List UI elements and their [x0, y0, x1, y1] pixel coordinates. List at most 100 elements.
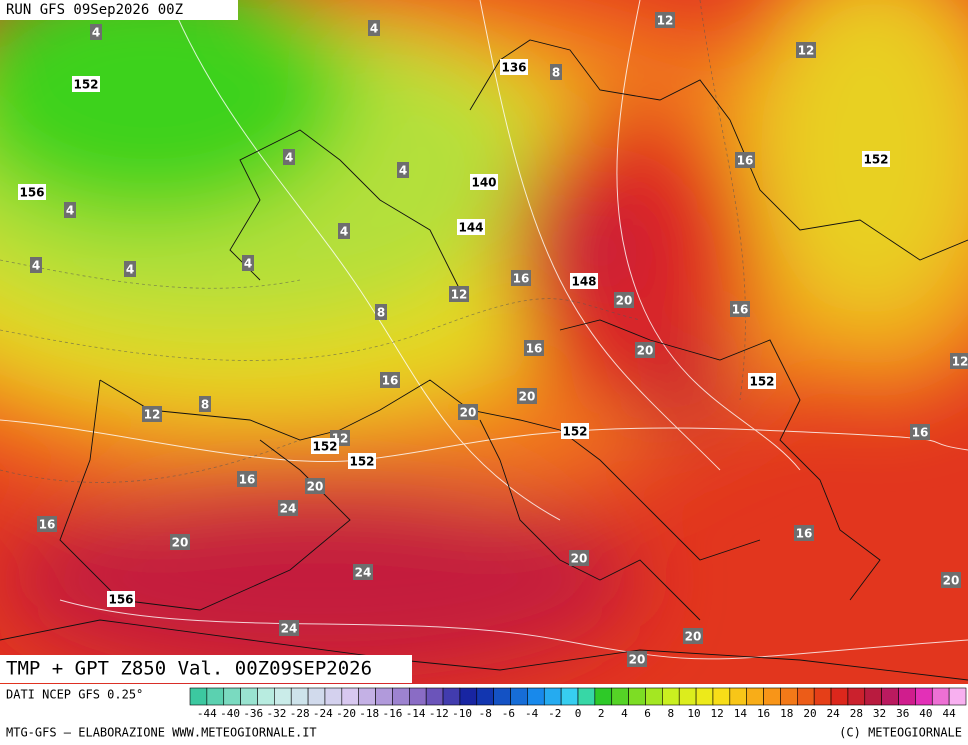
isotherm-label-box [30, 257, 42, 273]
isotherm-label-box [353, 564, 373, 580]
geopotential-label: 152 [863, 153, 888, 167]
footer-left: MTG-GFS — ELABORAZIONE WWW.METEOGIORNALE… [6, 726, 317, 740]
scale-swatch [611, 687, 629, 706]
geopotential-label-box [748, 373, 776, 389]
scale-swatch [375, 687, 393, 706]
scale-tick-label: 16 [757, 707, 770, 720]
scale-tick-label: -14 [406, 707, 426, 720]
geopotential-label-box [470, 174, 498, 190]
isotherm-label: 16 [513, 272, 530, 286]
isotherm-label: 4 [92, 26, 100, 40]
scale-swatch [257, 687, 275, 706]
isotherm-label-box [635, 342, 655, 358]
scale-tick-label: 0 [575, 707, 582, 720]
scale-swatch [628, 687, 646, 706]
map-field [0, 0, 968, 684]
isotherm-label: 8 [377, 306, 385, 320]
isotherm-label: 4 [66, 204, 74, 218]
isotherm-label: 4 [285, 151, 293, 165]
isotherm-label-box [124, 261, 136, 277]
scale-tick-label: -8 [479, 707, 492, 720]
scale-swatch [931, 687, 950, 706]
scale-swatch [510, 687, 528, 706]
isotherm-label-box [142, 406, 162, 422]
isotherm-label: 12 [952, 355, 968, 369]
scale-swatch [948, 687, 967, 706]
geopotential-label-box [561, 423, 589, 439]
isotherm-label: 20 [307, 480, 324, 494]
scale-tick-label: 28 [850, 707, 863, 720]
scale-swatch [442, 687, 461, 706]
isotherm-label: 24 [280, 502, 297, 516]
isotherm-label: 12 [798, 44, 815, 58]
scale-swatch [358, 687, 376, 706]
isotherm-label: 16 [737, 154, 754, 168]
isotherm-label: 20 [519, 390, 536, 404]
isotherm-label-box [242, 255, 254, 271]
legend-source: DATI NCEP GFS 0.25° [6, 688, 143, 702]
isotherm-label: 20 [943, 574, 960, 588]
scale-tick-label: -4 [525, 707, 539, 720]
scale-tick-label: -2 [548, 707, 561, 720]
isotherm-label-box [655, 12, 675, 28]
geopotential-label: 156 [19, 186, 44, 200]
isotherm-label-box [569, 550, 589, 566]
isotherm-label-box [730, 301, 750, 317]
geopotential-label: 152 [349, 455, 374, 469]
scale-tick-label: 32 [873, 707, 886, 720]
isotherm-label-box [950, 353, 968, 369]
geopotential-label-box [570, 273, 598, 289]
scale-swatch [898, 687, 916, 706]
isotherm-label: 16 [382, 374, 399, 388]
isotherm-label: 24 [281, 622, 298, 636]
isotherm-label: 4 [32, 259, 40, 273]
scale-tick-label: 44 [943, 707, 957, 720]
scale-swatch [476, 687, 494, 706]
scale-swatch [695, 687, 714, 706]
scale-tick-label: 24 [827, 707, 841, 720]
scale-tick-label: -10 [452, 707, 472, 720]
isotherm-label: 20 [172, 536, 189, 550]
map-title: TMP + GPT Z850 Val. 00Z09SEP2026 [6, 658, 372, 680]
isotherm-label-box [279, 620, 299, 636]
scale-swatch [712, 687, 731, 706]
scale-tick-label: 36 [896, 707, 909, 720]
isotherm-label: 4 [370, 22, 378, 36]
isotherm-label-box [338, 223, 350, 239]
isotherm-label: 16 [796, 527, 813, 541]
scale-swatch [881, 687, 899, 706]
isotherm-label-box [683, 628, 703, 644]
scale-swatch [425, 687, 444, 706]
geopotential-label-box [72, 76, 100, 92]
geopotential-label: 152 [749, 375, 774, 389]
geopotential-label-box [500, 59, 528, 75]
scale-tick-label: -24 [313, 707, 333, 720]
isotherm-label-box [237, 471, 257, 487]
geopotential-label: 136 [501, 61, 526, 75]
isotherm-label-box [735, 152, 755, 168]
isotherm-label: 4 [244, 257, 252, 271]
scale-swatch [678, 687, 697, 706]
isotherm-label-box [796, 42, 816, 58]
isotherm-label-box [305, 478, 325, 494]
scale-swatch [813, 687, 832, 706]
isotherm-label-box [449, 286, 469, 302]
isotherm-label: 16 [526, 342, 543, 356]
geopotential-label: 156 [108, 593, 133, 607]
scale-tick-label: 10 [687, 707, 700, 720]
scale-swatch [780, 687, 798, 706]
scale-tick-label: -36 [243, 707, 263, 720]
scale-swatch [915, 687, 933, 706]
isotherm-label: 20 [637, 344, 654, 358]
isotherm-label-box [910, 424, 930, 440]
scale-tick-label: -40 [220, 707, 240, 720]
map-labels: 4 4 8 12 12 4 4 16 4 4 4 4 4 16 12 20 8 16 16 20 12 16 20 8 12 20… [18, 12, 968, 667]
scale-tick-label: 4 [621, 707, 628, 720]
geopotential-label: 140 [471, 176, 496, 190]
geopotential-label-box [107, 591, 135, 607]
run-box [0, 0, 238, 20]
isotherm-label: 4 [399, 164, 407, 178]
isotherm-label-box [170, 534, 190, 550]
isotherm-label: 12 [451, 288, 468, 302]
scale-tick-label: -6 [502, 707, 515, 720]
